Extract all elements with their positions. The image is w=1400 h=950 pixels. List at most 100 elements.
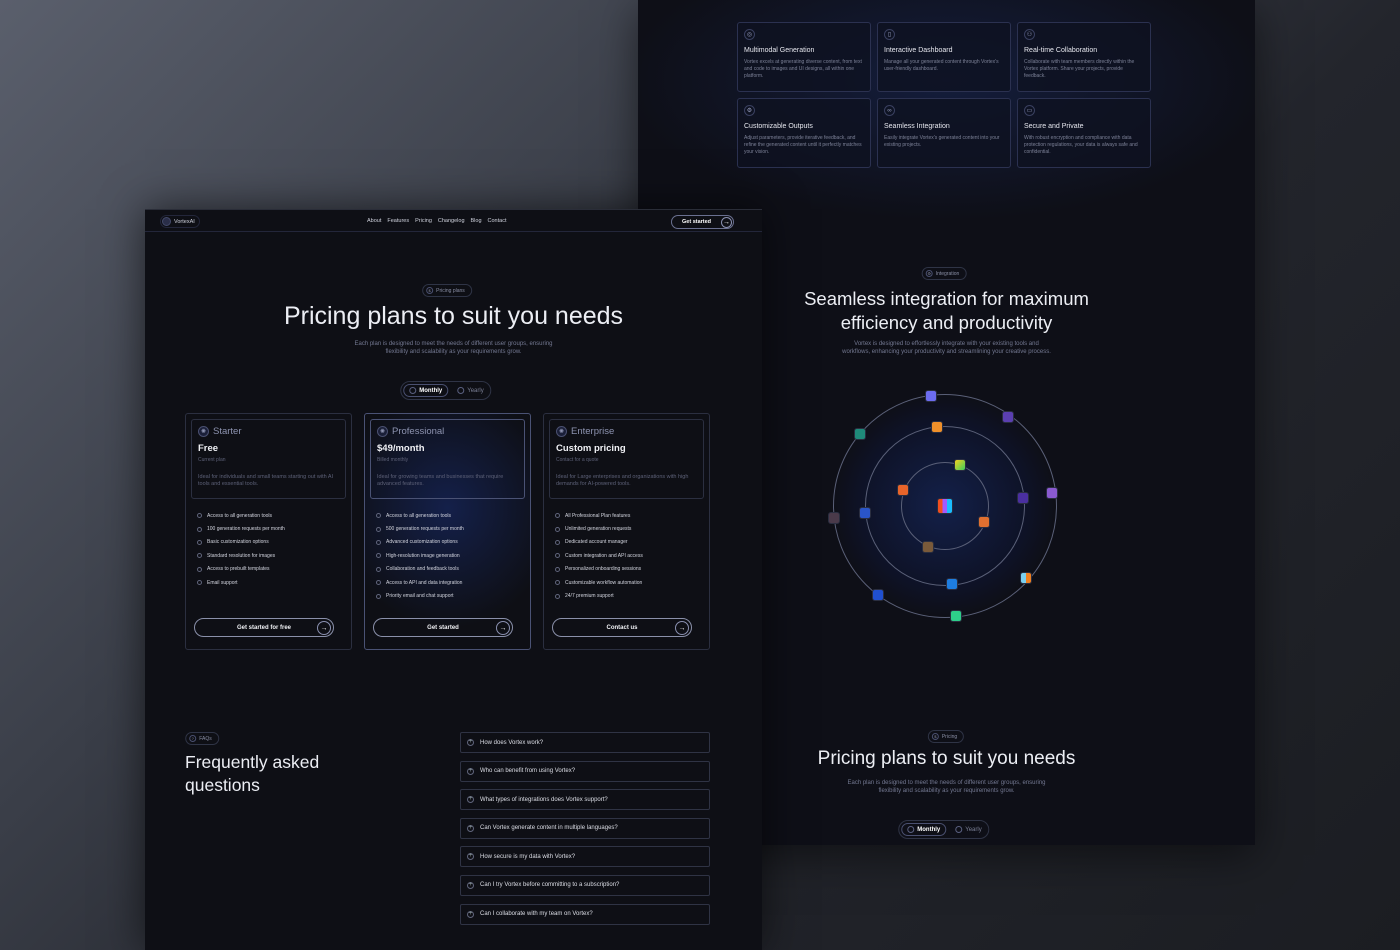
feature-text: Customizable workflow automation [565, 579, 643, 586]
feature-text: Personalized onboarding sessions [565, 566, 642, 573]
feature-text: Access to all generation tools [207, 512, 273, 519]
plan-name-text: Starter [213, 426, 242, 437]
check-circle-icon [197, 566, 202, 572]
faq-item[interactable]: + How does Vortex work? [460, 732, 710, 753]
faq-question: Can I try Vortex before committing to a … [480, 882, 620, 889]
arrow-right-icon: → [721, 217, 732, 228]
users-icon: ⚇ [1024, 29, 1035, 40]
gear-icon: ✺ [556, 426, 567, 437]
dashboard-icon: ▯ [884, 29, 895, 40]
plus-icon: + [467, 767, 474, 775]
faq-question: How does Vortex work? [480, 739, 544, 746]
check-circle-icon [376, 539, 381, 545]
app-icon [873, 590, 883, 600]
toggle-yearly[interactable]: Yearly [950, 823, 986, 836]
feature-desc: Adjust parameters, provide iterative fee… [744, 135, 862, 155]
plan-cta-button[interactable]: Get started for free → [194, 618, 334, 637]
toggle-label: Yearly [965, 826, 982, 833]
integration-title: Seamless integration for maximum efficien… [638, 287, 1255, 335]
plan-feature: Custom integration and API access [555, 549, 704, 562]
plan-card-enterprise: ✺ Enterprise Custom pricing Contact for a… [543, 413, 710, 650]
check-circle-icon [376, 580, 381, 586]
subtitle-line: workflows, enhancing your productivity a… [842, 349, 1051, 356]
plan-feature: Priority email and chat support [376, 589, 525, 602]
dollar-icon: $ [931, 733, 939, 740]
settings-icon: ⚙ [744, 105, 755, 116]
faq-list: + How does Vortex work? + Who can benefit f… [460, 732, 710, 932]
title-line: efficiency and productivity [840, 312, 1053, 333]
plan-feature: Personalized onboarding sessions [555, 563, 704, 576]
plan-feature: Advanced customization options [376, 536, 525, 549]
billing-toggle[interactable]: Monthly Yearly [400, 381, 492, 400]
feature-text: Standard resolution for images [207, 552, 276, 559]
get-started-button[interactable]: Get started → [671, 215, 734, 229]
faq-item[interactable]: + Who can benefit from using Vortex? [460, 760, 710, 782]
app-icon [932, 422, 942, 432]
feature-text: High-resolution image generation [386, 552, 460, 559]
feature-title: Seamless Integration [884, 123, 950, 130]
plan-card-professional: ✺ Professional $49/month Billed monthly I… [364, 413, 531, 650]
check-circle-icon [555, 593, 560, 599]
title-line: Seamless integration for maximum [804, 288, 1089, 309]
app-icon [1047, 488, 1057, 498]
faq-item[interactable]: + How secure is my data with Vortex? [460, 846, 710, 868]
help-icon: ? [189, 735, 197, 742]
nav-contact[interactable]: Contact [487, 218, 507, 224]
toggle-monthly[interactable]: Monthly [901, 823, 947, 836]
plan-desc: Ideal for growing teams and businesses t… [377, 474, 504, 488]
plan-feature: Unlimited generation requests [555, 522, 704, 535]
plan-header: ✺ Starter Free Current plan Ideal for ind… [191, 419, 346, 499]
plus-icon: + [467, 739, 474, 746]
plan-card-starter: ✺ Starter Free Current plan Ideal for ind… [185, 413, 352, 650]
plan-cta-button[interactable]: Get started → [373, 618, 513, 637]
calendar-icon [409, 387, 417, 394]
plan-cta-button[interactable]: Contact us → [552, 618, 692, 637]
plan-feature: Collaboration and feedback tools [376, 563, 525, 576]
billing-toggle[interactable]: Monthly Yearly [898, 820, 990, 839]
feature-text: Email support [207, 579, 238, 586]
plan-feature: Dedicated account manager [555, 536, 704, 549]
toggle-monthly[interactable]: Monthly [403, 384, 449, 397]
plus-icon: + [467, 881, 474, 889]
integration-badge: ⚙ Integration [921, 267, 967, 280]
plus-icon: + [467, 796, 474, 804]
check-circle-icon [376, 566, 381, 572]
badge-label: Pricing [941, 733, 958, 740]
plan-feature: Customizable workflow automation [555, 576, 704, 589]
plan-header: ✺ Enterprise Custom pricing Contact for a… [549, 419, 704, 499]
plan-feature: 500 generation requests per month [376, 522, 525, 535]
plan-name-text: Enterprise [571, 426, 615, 437]
nav-about[interactable]: About [367, 218, 382, 224]
faq-item[interactable]: + What types of integrations does Vortex … [460, 789, 710, 811]
nav-blog[interactable]: Blog [470, 218, 482, 224]
nav-features[interactable]: Features [387, 218, 410, 224]
toggle-label: Yearly [467, 387, 484, 394]
feature-text: Advanced customization options [386, 539, 458, 546]
app-icon [855, 429, 865, 439]
button-label: Get started [427, 624, 459, 631]
check-circle-icon [376, 553, 381, 559]
subtitle-line: Each plan is designed to meet the needs … [847, 780, 1046, 786]
subtitle-line: flexibility and scalability as your requ… [385, 349, 522, 356]
plan-name: ✺ Professional [377, 426, 518, 437]
title-line: questions [185, 775, 260, 796]
plan-price: Custom pricing [556, 443, 626, 454]
faq-item[interactable]: + Can I try Vortex before committing to a… [460, 874, 710, 896]
nav-pricing[interactable]: Pricing [415, 218, 432, 224]
feature-title: Multimodal Generation [744, 47, 815, 54]
feature-text: Access to prebuilt templates [207, 566, 270, 573]
logo[interactable]: VortexAI [160, 215, 200, 228]
sparkle-icon: ✺ [377, 426, 388, 437]
toggle-yearly[interactable]: Yearly [452, 384, 488, 397]
faq-item[interactable]: + Can Vortex generate content in multiple… [460, 817, 710, 839]
pricing-page: VortexAI About Features Pricing Changelo… [145, 209, 762, 950]
faq-item[interactable]: + Can I collaborate with my team on Vorte… [460, 903, 710, 925]
feature-desc: Collaborate with team members directly w… [1024, 59, 1135, 79]
plan-note: Current plan [198, 457, 226, 463]
plan-name: ✺ Enterprise [556, 426, 697, 437]
nav-changelog[interactable]: Changelog [437, 218, 465, 224]
button-label: Contact us [606, 624, 638, 631]
plan-feature: Basic customization options [197, 536, 346, 549]
plan-desc: Ideal for individuals and small teams st… [198, 474, 334, 488]
app-icon [860, 508, 870, 518]
